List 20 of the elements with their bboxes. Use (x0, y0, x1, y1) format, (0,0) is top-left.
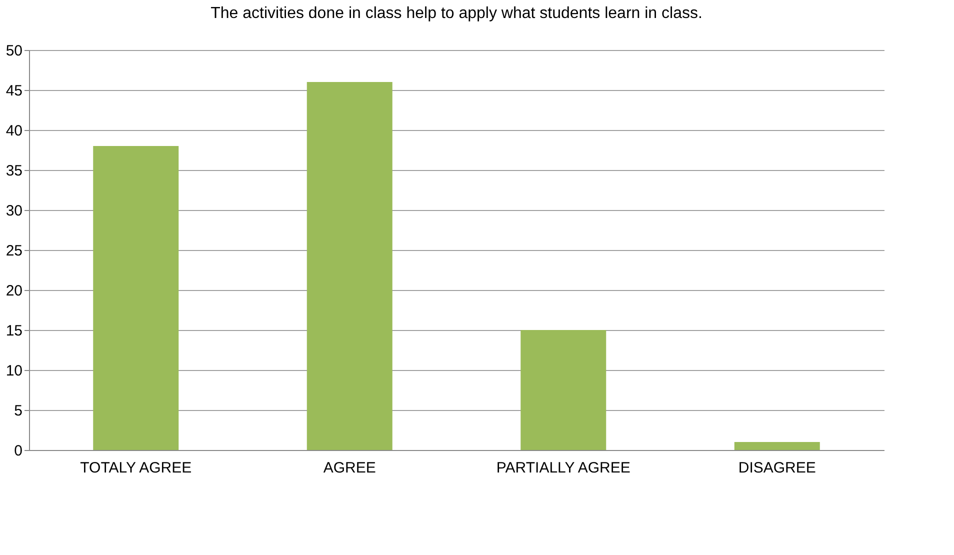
y-tick-label: 35 (6, 162, 22, 180)
bar (306, 82, 392, 450)
x-tick-label: AGREE (323, 460, 376, 476)
y-tick-label: 20 (6, 282, 22, 300)
bar (734, 442, 820, 450)
y-tick-label: 10 (6, 362, 22, 380)
x-tick-label: PARTIALLY AGREE (496, 460, 630, 476)
y-tick-label: 5 (14, 402, 22, 420)
chart-title: The activities done in class help to apply what students learn in class. (210, 5, 702, 22)
bar (520, 330, 606, 450)
y-tick-label: 50 (6, 42, 22, 60)
y-tick-label: 40 (6, 122, 22, 140)
y-tick-label: 0 (14, 442, 22, 460)
x-tick-label: TOTALY AGREE (80, 460, 192, 476)
y-tick-label: 45 (6, 82, 22, 100)
y-tick-label: 30 (6, 202, 22, 220)
y-tick-label: 25 (6, 242, 22, 260)
bar (93, 146, 179, 450)
y-tick-label: 15 (6, 322, 22, 340)
x-tick-label: DISAGREE (738, 460, 816, 476)
